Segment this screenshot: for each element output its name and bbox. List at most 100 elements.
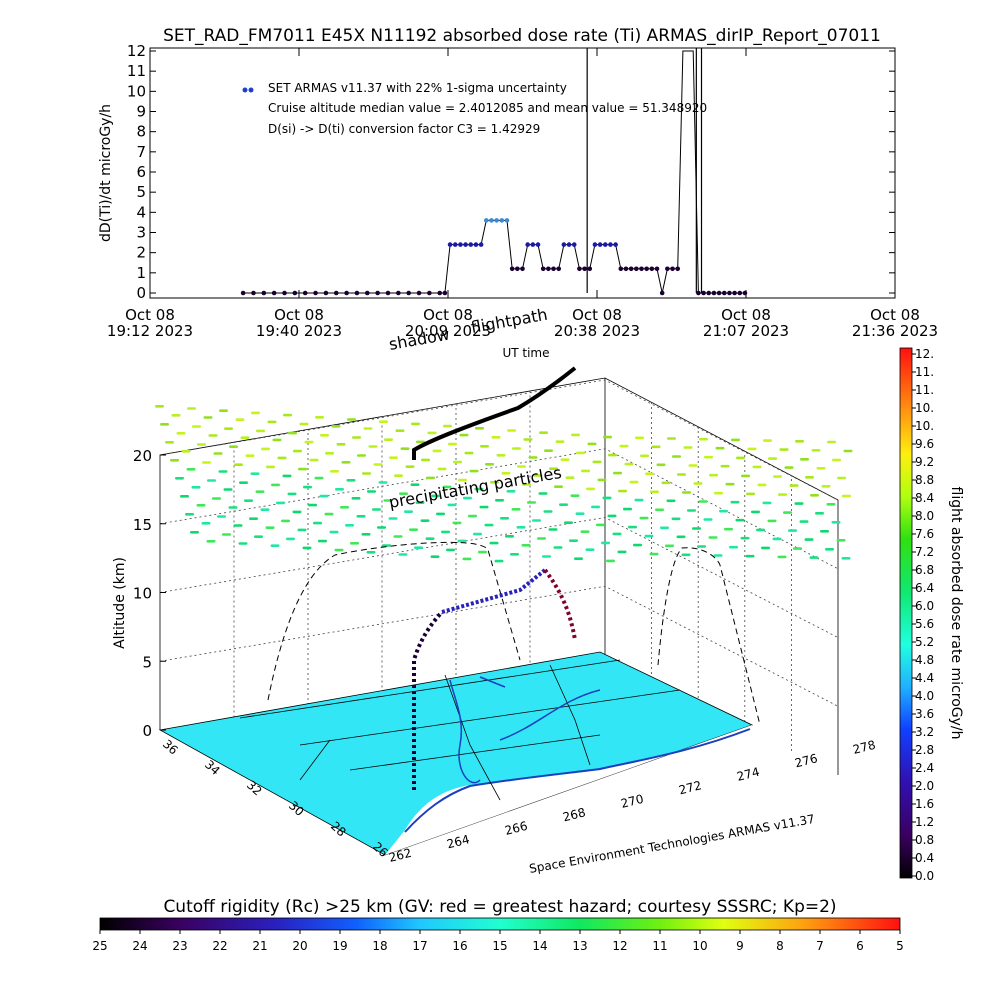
data-point xyxy=(654,266,660,272)
particle-mark xyxy=(756,528,765,532)
particle-mark xyxy=(715,446,725,450)
particle-mark xyxy=(528,456,538,459)
particle-mark xyxy=(544,449,553,452)
particle-mark xyxy=(507,429,516,432)
data-point xyxy=(727,290,732,296)
particle-mark xyxy=(478,550,487,554)
particle-mark xyxy=(254,535,263,538)
particle-mark xyxy=(206,540,216,543)
longitude-tick-label: 268 xyxy=(561,805,587,824)
data-point xyxy=(452,242,458,247)
data-point xyxy=(344,290,349,296)
rigidity-tick-label: 5 xyxy=(896,939,904,953)
particle-mark xyxy=(474,487,484,491)
colorbar-tick-label: 6.8 xyxy=(915,563,934,577)
particle-mark xyxy=(378,481,388,484)
particle-mark xyxy=(233,524,243,527)
particle-mark xyxy=(683,446,693,449)
particle-mark xyxy=(784,466,794,469)
particle-mark xyxy=(410,483,420,486)
particle-mark xyxy=(697,545,706,548)
particle-mark xyxy=(815,512,824,515)
particle-mark xyxy=(319,494,329,498)
data-point xyxy=(437,290,443,296)
particle-mark xyxy=(361,533,371,536)
colorbar-tick-label: 6.4 xyxy=(915,581,934,595)
colorbar-tick-label: 6.0 xyxy=(915,599,934,613)
particle-mark xyxy=(207,479,216,482)
data-point xyxy=(597,242,603,247)
particle-mark xyxy=(314,476,324,480)
particle-mark xyxy=(586,487,595,491)
data-point xyxy=(628,266,634,272)
particle-mark xyxy=(649,552,659,556)
particle-mark xyxy=(244,499,253,502)
particle-mark xyxy=(266,465,275,469)
particle-mark xyxy=(202,461,211,464)
particle-mark xyxy=(837,476,846,480)
particle-mark xyxy=(462,557,472,561)
legend-series-label: SET ARMAS v11.37 with 22% 1-sigma uncert… xyxy=(268,81,567,95)
colorbar-label: flight absorbed dose rate microGy/h xyxy=(948,487,964,740)
colorbar-tick-label: 1.6 xyxy=(915,797,934,811)
data-point xyxy=(675,266,681,272)
ground-map xyxy=(158,651,754,856)
particle-mark xyxy=(398,553,408,556)
legend-note-conversion: D(si) -> D(ti) conversion factor C3 = 1.… xyxy=(268,122,540,136)
particle-mark xyxy=(186,468,196,471)
colorbar-tick-label: 11. xyxy=(915,365,934,379)
flightpath xyxy=(412,366,577,790)
particle-mark xyxy=(490,481,499,484)
altitude-ticks: 0 5 10 15 20 xyxy=(133,447,166,740)
longitude-tick-label: 274 xyxy=(735,765,761,784)
particle-mark xyxy=(420,519,430,522)
particle-mark xyxy=(331,425,341,428)
particle-mark xyxy=(788,529,797,532)
particle-mark xyxy=(366,551,376,554)
dose-rate-colorbar: 12. 11. 11. 10. 10. 9.6 9.2 8.8 8.4 8.0 7.6 7.2 6.8 6… xyxy=(899,347,964,883)
wall-grid-line xyxy=(159,517,839,638)
particle-mark xyxy=(527,501,536,504)
legend: SET ARMAS v11.37 with 22% 1-sigma uncert… xyxy=(242,81,707,136)
flightpath-cruise xyxy=(441,568,547,614)
data-point xyxy=(292,290,298,296)
particle-mark xyxy=(223,488,233,491)
particle-mark xyxy=(382,544,391,547)
particle-mark xyxy=(517,465,526,468)
particle-mark xyxy=(495,499,504,502)
data-point xyxy=(659,290,665,296)
particle-mark xyxy=(185,513,194,516)
data-point xyxy=(535,242,541,247)
particle-mark xyxy=(665,544,674,548)
particle-mark xyxy=(752,465,762,469)
particle-mark xyxy=(491,436,501,439)
particle-mark xyxy=(709,473,718,477)
x-tick-time: 21:36 2023 xyxy=(852,322,938,340)
data-point xyxy=(515,266,520,272)
y-tick-label: 2 xyxy=(136,244,146,262)
particle-mark xyxy=(559,503,568,506)
y-tick-label: 11 xyxy=(127,62,146,80)
particle-mark xyxy=(667,437,676,440)
data-point xyxy=(483,218,489,223)
data-point xyxy=(271,290,277,296)
particle-mark xyxy=(612,532,622,536)
particle-mark xyxy=(219,409,228,412)
colorbar-tick-label: 9.2 xyxy=(915,455,934,469)
particle-mark xyxy=(596,523,605,527)
particle-mark xyxy=(793,547,802,550)
particle-mark xyxy=(341,461,351,464)
x-tick-time: 20:38 2023 xyxy=(554,322,640,340)
shadow-projection-lines xyxy=(267,541,761,726)
colorbar-tick-label: 8.0 xyxy=(915,509,934,523)
particle-mark xyxy=(820,530,829,533)
chart-title: SET_RAD_FM7011 E45X N11192 absorbed dose… xyxy=(163,26,881,46)
particle-mark xyxy=(789,484,799,487)
particle-mark xyxy=(446,548,455,552)
data-point xyxy=(261,290,267,296)
particle-mark xyxy=(318,539,327,543)
particle-mark xyxy=(661,481,671,485)
particle-mark xyxy=(175,477,184,480)
particle-mark xyxy=(479,505,489,509)
